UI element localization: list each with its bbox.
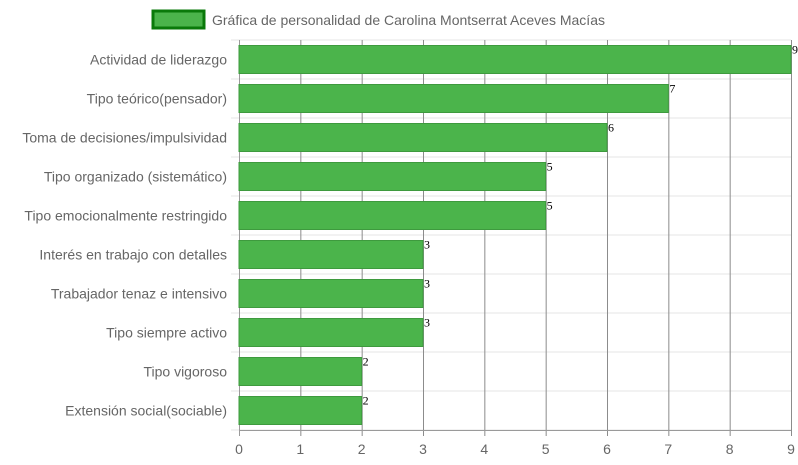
bar-value-label: 3 bbox=[424, 316, 430, 330]
bar-value-label: 5 bbox=[547, 199, 553, 213]
category-labels: Actividad de liderazgo Tipo teórico(pensa… bbox=[22, 52, 227, 419]
category-label: Interés en trabajo con detalles bbox=[39, 247, 227, 263]
bar[interactable] bbox=[238, 318, 424, 347]
category-label: Tipo organizado (sistemático) bbox=[44, 169, 227, 185]
bar[interactable] bbox=[238, 162, 547, 191]
x-tick-label: 3 bbox=[419, 441, 427, 457]
category-label: Extensión social(sociable) bbox=[65, 403, 227, 419]
bar-value-label: 9 bbox=[792, 43, 798, 57]
x-tick-label: 1 bbox=[296, 441, 304, 457]
legend[interactable]: Gráfica de personalidad de Carolina Mont… bbox=[151, 9, 605, 30]
category-label: Tipo emocionalmente restringido bbox=[24, 208, 227, 224]
x-axis-ticks: 0 1 2 3 4 5 6 7 8 9 bbox=[235, 441, 795, 457]
x-tick-label: 5 bbox=[542, 441, 550, 457]
bar[interactable] bbox=[238, 396, 363, 425]
bar[interactable] bbox=[238, 279, 424, 308]
category-label: Tipo siempre activo bbox=[106, 325, 227, 341]
category-label: Tipo teórico(pensador) bbox=[87, 91, 227, 107]
bar[interactable] bbox=[238, 240, 424, 269]
category-label: Toma de decisiones/impulsividad bbox=[22, 130, 227, 146]
legend-label[interactable]: Gráfica de personalidad de Carolina Mont… bbox=[212, 12, 605, 28]
category-label: Tipo vigoroso bbox=[143, 364, 227, 380]
bar-value-label: 3 bbox=[424, 238, 430, 252]
x-tick-label: 7 bbox=[664, 441, 672, 457]
legend-swatch[interactable] bbox=[151, 9, 206, 30]
category-label: Trabajador tenaz e intensivo bbox=[51, 286, 227, 302]
x-tick-label: 6 bbox=[603, 441, 611, 457]
bar[interactable] bbox=[238, 201, 547, 230]
bar-value-label: 3 bbox=[424, 277, 430, 291]
bar-value-label: 6 bbox=[608, 121, 614, 135]
bar-value-label: 5 bbox=[547, 160, 553, 174]
category-label: Actividad de liderazgo bbox=[90, 52, 227, 68]
x-tick-label: 9 bbox=[787, 441, 795, 457]
bar[interactable] bbox=[238, 357, 363, 386]
value-labels: 9 7 6 5 5 3 3 3 2 2 bbox=[363, 43, 798, 408]
x-tick-label: 8 bbox=[726, 441, 734, 457]
bar-value-label: 7 bbox=[669, 82, 675, 96]
x-tick-label: 2 bbox=[358, 441, 366, 457]
bar-value-label: 2 bbox=[363, 355, 369, 369]
bar[interactable] bbox=[238, 45, 792, 74]
bars bbox=[238, 45, 792, 425]
bar[interactable] bbox=[238, 84, 669, 113]
x-tick-label: 4 bbox=[480, 441, 488, 457]
bar[interactable] bbox=[238, 123, 608, 152]
bar-value-label: 2 bbox=[363, 394, 369, 408]
x-tick-label: 0 bbox=[235, 441, 243, 457]
